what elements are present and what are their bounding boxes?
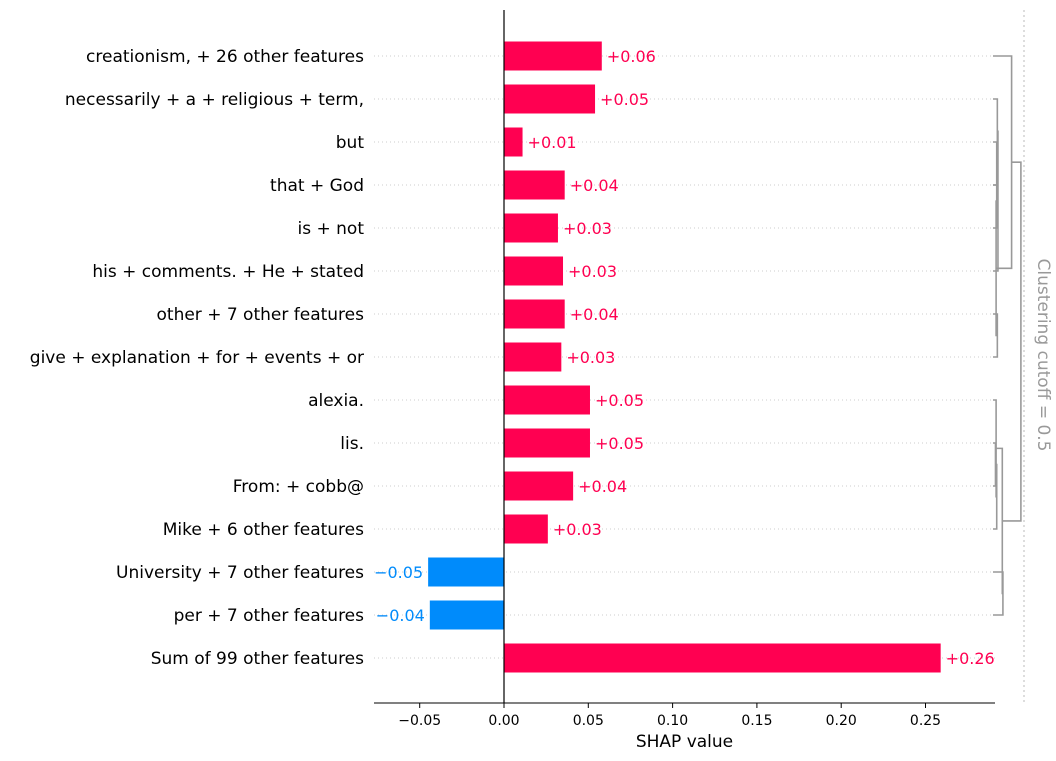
bar	[504, 428, 590, 458]
dendrogram-link	[993, 442, 997, 487]
bars	[428, 41, 941, 673]
bar	[504, 471, 574, 501]
feature-label: necessarily + a + religious + term,	[65, 90, 364, 110]
bar	[504, 514, 548, 544]
bar	[504, 385, 590, 415]
value-label: +0.01	[528, 133, 577, 152]
x-tick-label: 0.05	[573, 713, 604, 729]
bar	[504, 170, 565, 200]
value-label: −0.05	[374, 563, 423, 582]
value-label: +0.04	[578, 477, 627, 496]
bar	[504, 41, 602, 71]
bar	[504, 256, 564, 286]
value-label: −0.04	[376, 606, 425, 625]
bar	[504, 213, 558, 243]
value-label: +0.03	[568, 262, 617, 281]
dendrogram-link	[993, 141, 998, 186]
x-tick-label: −0.05	[398, 713, 441, 729]
x-tick-label: 0.10	[657, 713, 688, 729]
value-label: +0.04	[570, 176, 619, 195]
value-label: +0.05	[595, 434, 644, 453]
bar	[504, 342, 562, 372]
value-label: +0.03	[553, 520, 602, 539]
x-axis-label: SHAP value	[636, 732, 733, 752]
cluster-dendrogram	[993, 55, 1022, 616]
dendrogram-link	[993, 571, 1004, 616]
value-label: +0.04	[570, 305, 619, 324]
feature-label: lis.	[340, 434, 364, 454]
value-labels: +0.06 +0.05 +0.01 +0.04 +0.03 +0.03 +0.04 +0.03…	[374, 47, 995, 668]
feature-label: From: + cobb@	[233, 477, 364, 497]
feature-label: is + not	[298, 219, 365, 239]
feature-label: creationism, + 26 other features	[86, 47, 364, 67]
x-tick-label: 0.20	[826, 713, 857, 729]
bar	[504, 643, 941, 673]
feature-label: alexia.	[308, 391, 364, 411]
feature-label: Sum of 99 other features	[151, 649, 364, 669]
feature-label: other + 7 other features	[157, 305, 365, 325]
bar	[428, 557, 504, 587]
value-label: +0.03	[566, 348, 615, 367]
feature-label: his + comments. + He + stated	[92, 262, 364, 282]
value-label: +0.03	[563, 219, 612, 238]
value-label: +0.05	[600, 90, 649, 109]
clustering-cutoff-label: Clustering cutoff = 0.5	[1033, 258, 1053, 451]
feature-label: but	[336, 133, 365, 153]
feature-label: Mike + 6 other features	[163, 520, 364, 540]
bar	[504, 299, 565, 329]
x-tick-label: 0.00	[488, 713, 519, 729]
feature-label: per + 7 other features	[174, 606, 365, 626]
dendrogram-link	[1002, 161, 1022, 522]
feature-label: University + 7 other features	[116, 563, 364, 583]
feature-labels: creationism, + 26 other features necessar…	[30, 47, 365, 669]
bar	[429, 600, 504, 630]
x-axis-ticks: −0.05 0.00 0.05 0.10 0.15 0.20 0.25	[398, 703, 941, 729]
x-tick-label: 0.15	[741, 713, 772, 729]
value-label: +0.26	[946, 649, 995, 668]
feature-label: give + explanation + for + events + or	[30, 348, 364, 368]
feature-label: that + God	[270, 176, 364, 196]
value-label: +0.06	[607, 47, 656, 66]
value-label: +0.05	[595, 391, 644, 410]
x-tick-label: 0.25	[910, 713, 941, 729]
bar	[504, 84, 596, 114]
bar	[504, 127, 523, 157]
dendrogram-link	[993, 98, 999, 165]
